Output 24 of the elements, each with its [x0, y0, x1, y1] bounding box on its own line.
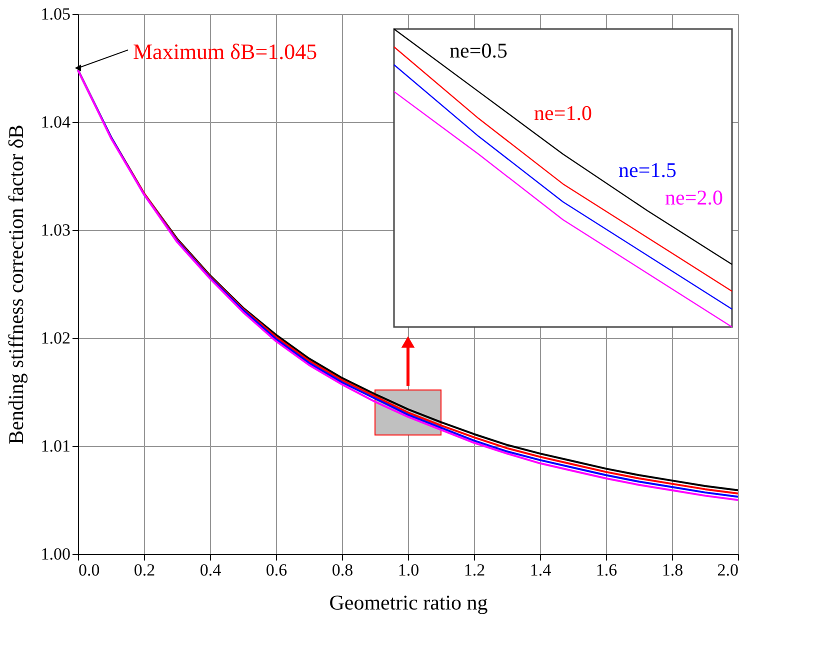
x-tick-label: 1.2	[464, 560, 486, 580]
x-tick-label: 0.0	[78, 560, 100, 580]
y-tick-label: 1.00	[40, 544, 70, 564]
series-label: ne=0.5	[450, 38, 508, 63]
x-tick-label: 0.6	[266, 560, 288, 580]
x-tick-label: 0.2	[134, 560, 156, 580]
annotation: Maximum δB=1.045	[133, 39, 318, 64]
y-axis-title: Bending stiffness correction factor δB	[4, 124, 28, 444]
x-axis-title: Geometric ratio ng	[329, 590, 488, 614]
x-tick-label: 0.4	[200, 560, 222, 580]
x-tick-label: 1.6	[596, 560, 618, 580]
x-tick-label: 1.0	[398, 560, 420, 580]
text: ne=1.5	[618, 158, 676, 182]
x-tick-label: 1.8	[662, 560, 684, 580]
x-tick-label: 1.4	[530, 560, 552, 580]
y-tick-label: 1.02	[40, 328, 70, 348]
y-tick-label: 1.05	[40, 4, 70, 24]
text: ne=2.0	[665, 185, 723, 210]
x-tick-label: 0.8	[332, 560, 354, 580]
x-tick-label: 2.0	[717, 560, 738, 580]
y-tick-label: 1.04	[40, 112, 71, 132]
y-tick-label: 1.03	[40, 220, 70, 240]
series-label: ne=1.0	[534, 101, 592, 126]
y-tick-label: 1.01	[40, 436, 70, 456]
